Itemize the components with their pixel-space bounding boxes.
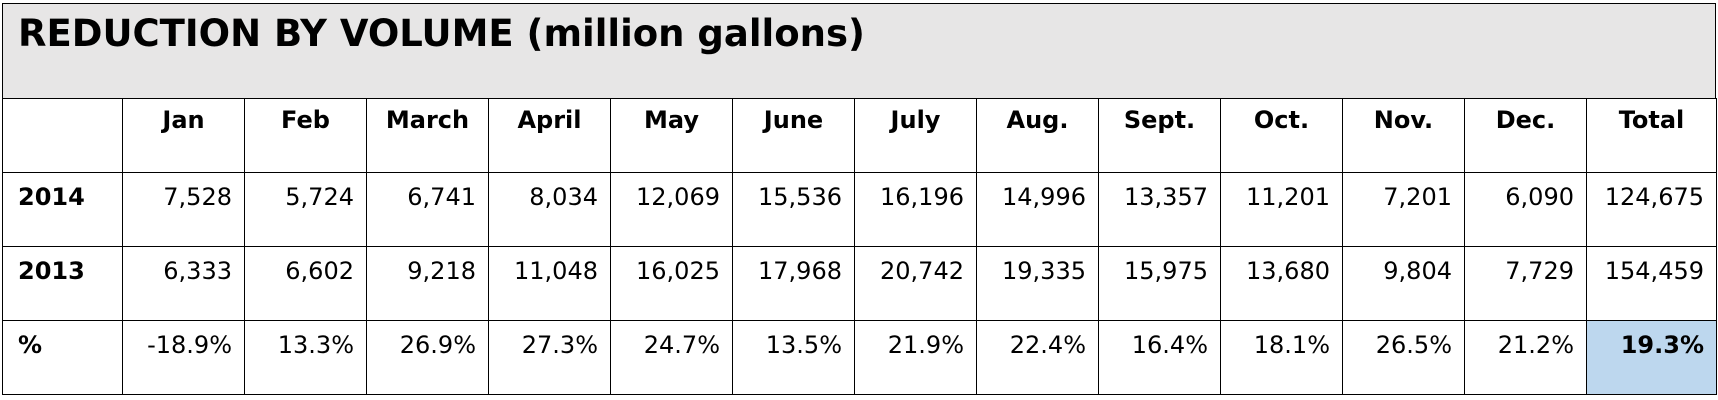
table-cell: 11,048: [488, 246, 611, 321]
table-cell: 13.5%: [732, 320, 855, 395]
table-cell: 19,335: [976, 246, 1099, 321]
table-cell: 26.5%: [1342, 320, 1465, 395]
table-row-percent: % -18.9% 13.3% 26.9% 27.3% 24.7% 13.5% 2…: [2, 320, 1717, 395]
table-cell: 15,975: [1098, 246, 1221, 321]
table-cell: 27.3%: [488, 320, 611, 395]
column-header-feb: Feb: [244, 98, 367, 173]
column-header-nov: Nov.: [1342, 98, 1465, 173]
total-percent-cell: 19.3%: [1586, 320, 1717, 395]
table-cell: 21.9%: [854, 320, 977, 395]
row-label: 2014: [2, 172, 123, 247]
header-row: Jan Feb March April May June July Aug. S…: [2, 98, 1717, 173]
row-label: 2013: [2, 246, 123, 321]
total-cell: 124,675: [1586, 172, 1717, 247]
table-cell: 11,201: [1220, 172, 1343, 247]
column-header-oct: Oct.: [1220, 98, 1343, 173]
column-header-jan: Jan: [122, 98, 245, 173]
total-cell: 154,459: [1586, 246, 1717, 321]
column-header-total: Total: [1586, 98, 1717, 173]
table-cell: 20,742: [854, 246, 977, 321]
table-cell: 12,069: [610, 172, 733, 247]
table-cell: 22.4%: [976, 320, 1099, 395]
column-header-june: June: [732, 98, 855, 173]
table-cell: 15,536: [732, 172, 855, 247]
table-cell: 7,528: [122, 172, 245, 247]
table-cell: 6,741: [366, 172, 489, 247]
table-cell: 13.3%: [244, 320, 367, 395]
row-label: %: [2, 320, 123, 395]
column-header-july: July: [854, 98, 977, 173]
column-header-april: April: [488, 98, 611, 173]
corner-cell: [2, 98, 123, 173]
table-cell: 21.2%: [1464, 320, 1587, 395]
column-header-dec: Dec.: [1464, 98, 1587, 173]
reduction-table: Jan Feb March April May June July Aug. S…: [2, 98, 1717, 395]
title-bar: REDUCTION BY VOLUME (million gallons): [2, 3, 1716, 98]
table-cell: 13,680: [1220, 246, 1343, 321]
table-cell: 24.7%: [610, 320, 733, 395]
table-cell: 6,090: [1464, 172, 1587, 247]
table-cell: 17,968: [732, 246, 855, 321]
table-cell: 13,357: [1098, 172, 1221, 247]
table-cell: 9,218: [366, 246, 489, 321]
table-title: REDUCTION BY VOLUME (million gallons): [18, 12, 865, 55]
table-cell: 5,724: [244, 172, 367, 247]
column-header-sept: Sept.: [1098, 98, 1221, 173]
table-row-2014: 2014 7,528 5,724 6,741 8,034 12,069 15,5…: [2, 172, 1717, 247]
table-cell: 16,196: [854, 172, 977, 247]
table-cell: 16.4%: [1098, 320, 1221, 395]
table-cell: 26.9%: [366, 320, 489, 395]
table-cell: 18.1%: [1220, 320, 1343, 395]
table-cell: -18.9%: [122, 320, 245, 395]
table-cell: 7,729: [1464, 246, 1587, 321]
table-cell: 6,333: [122, 246, 245, 321]
table-cell: 9,804: [1342, 246, 1465, 321]
table-cell: 14,996: [976, 172, 1099, 247]
table-cell: 8,034: [488, 172, 611, 247]
table-row-2013: 2013 6,333 6,602 9,218 11,048 16,025 17,…: [2, 246, 1717, 321]
column-header-march: March: [366, 98, 489, 173]
table-cell: 16,025: [610, 246, 733, 321]
column-header-may: May: [610, 98, 733, 173]
table-cell: 6,602: [244, 246, 367, 321]
table-cell: 7,201: [1342, 172, 1465, 247]
column-header-aug: Aug.: [976, 98, 1099, 173]
reduction-table-sheet: REDUCTION BY VOLUME (million gallons) Ja…: [2, 3, 1717, 395]
